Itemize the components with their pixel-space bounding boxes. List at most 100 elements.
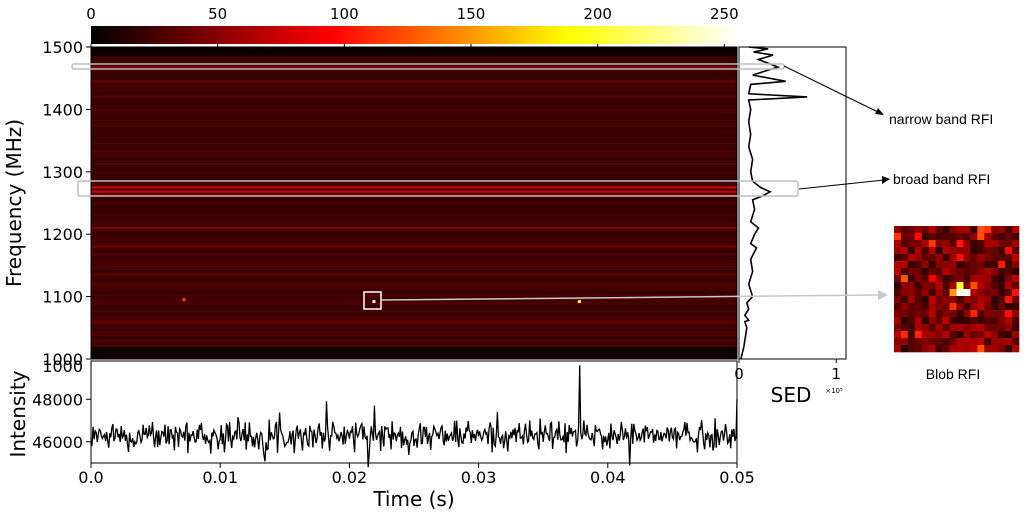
zoom-pixel: [949, 345, 957, 353]
zoom-pixel: [914, 254, 923, 262]
noise-band: [91, 202, 737, 204]
zoom-pixel: [1012, 261, 1020, 269]
noise-band: [91, 94, 737, 96]
noise-band: [91, 163, 737, 165]
zoom-pixel: [977, 324, 985, 332]
zoom-pixel: [991, 247, 999, 255]
noise-band: [91, 325, 737, 327]
zoom-pixel: [998, 282, 1006, 290]
noise-band: [91, 110, 737, 112]
zoom-pixel: [914, 296, 923, 304]
frequency-axis: 1000 1100 1200 1300 1400 1500: [42, 38, 91, 369]
zoom-pixel: [998, 303, 1006, 311]
noise-band: [91, 278, 737, 280]
zoom-pixel: [942, 331, 950, 339]
zoom-pixel: [949, 247, 957, 255]
zoom-pixel: [949, 303, 957, 311]
zoom-pixel: [984, 240, 992, 248]
zoom-pixel: [998, 317, 1006, 325]
frequency-axis-label: Frequency (MHz): [2, 119, 26, 287]
noise-band: [91, 294, 737, 296]
noise-band: [91, 339, 737, 341]
broad-band-label: broad band RFI: [893, 171, 990, 187]
zoom-pixel: [900, 226, 909, 234]
noise-band: [91, 344, 737, 346]
noise-band: [91, 340, 737, 342]
zoom-pixel: [1005, 289, 1013, 297]
blob-highlight: [363, 291, 382, 310]
zoom-pixel: [942, 345, 950, 353]
rfi-line: [91, 186, 737, 189]
noise-band: [91, 214, 737, 216]
zoom-pixel: [970, 296, 978, 304]
zoom-pixel: [928, 289, 936, 297]
zoom-pixel: [956, 310, 964, 318]
noise-band: [91, 101, 737, 103]
noise-band: [91, 202, 737, 204]
blob-arrowhead: [878, 290, 888, 300]
zoom-pixel: [921, 338, 930, 346]
zoom-pixel: [894, 338, 902, 346]
zoom-pixel: [998, 296, 1006, 304]
noise-band: [91, 192, 737, 194]
frequency-tick-label: 1300: [42, 163, 83, 182]
noise-band: [91, 170, 737, 172]
zoom-pixel: [991, 317, 999, 325]
rfi-line: [91, 65, 737, 68]
zoom-pixel: [921, 261, 930, 269]
zoom-pixel: [956, 240, 964, 248]
zoom-pixel: [1005, 261, 1013, 269]
zoom-pixel: [963, 254, 971, 262]
noise-band: [91, 274, 737, 276]
noise-band: [91, 273, 737, 275]
zoom-pixel: [1005, 303, 1013, 311]
noise-band: [91, 265, 737, 267]
noise-band: [91, 260, 737, 262]
noise-band: [91, 314, 737, 316]
zoom-pixel: [970, 247, 978, 255]
colorbar-tick-label: 200: [583, 5, 612, 23]
noise-band: [91, 322, 737, 324]
noise-band: [91, 235, 737, 237]
zoom-pixel: [942, 268, 950, 276]
noise-band: [91, 220, 737, 222]
zoom-pixel: [928, 296, 936, 304]
zoom-pixel: [907, 226, 916, 234]
zoom-pixel: [998, 345, 1006, 353]
noise-band: [91, 158, 737, 160]
zoom-pixel: [914, 282, 923, 290]
zoom-pixel: [1012, 233, 1020, 241]
noise-band: [91, 263, 737, 265]
zoom-pixel: [963, 233, 971, 241]
noise-band: [91, 233, 737, 235]
zoom-pixel: [970, 261, 978, 269]
zoom-pixel: [984, 233, 992, 241]
zoom-pixel: [977, 317, 985, 325]
noise-band: [91, 120, 737, 122]
rfi-line: [91, 226, 737, 229]
zoom-pixel: [956, 289, 964, 297]
noise-band: [91, 303, 737, 305]
noise-band: [91, 170, 737, 172]
frequency-tick-label: 1400: [42, 100, 83, 119]
noise-band: [91, 239, 737, 241]
noise-band: [91, 335, 737, 337]
blob-label: Blob RFI: [926, 366, 980, 382]
noise-band: [91, 261, 737, 263]
zoom-pixel: [977, 254, 985, 262]
zoom-pixel: [914, 247, 923, 255]
noise-band: [91, 112, 737, 114]
colorbar: [91, 26, 737, 44]
noise-band: [91, 155, 737, 157]
zoom-pixel: [1005, 226, 1013, 234]
zoom-pixel: [956, 324, 964, 332]
noise-band: [91, 248, 737, 250]
noise-band: [91, 142, 737, 144]
noise-band: [91, 281, 737, 283]
zoom-pixel: [935, 233, 943, 241]
zoom-pixel: [1012, 275, 1020, 283]
zoom-pixel: [984, 261, 992, 269]
zoom-pixel: [977, 240, 985, 248]
zoom-pixel: [928, 254, 936, 262]
noise-band: [91, 125, 737, 127]
